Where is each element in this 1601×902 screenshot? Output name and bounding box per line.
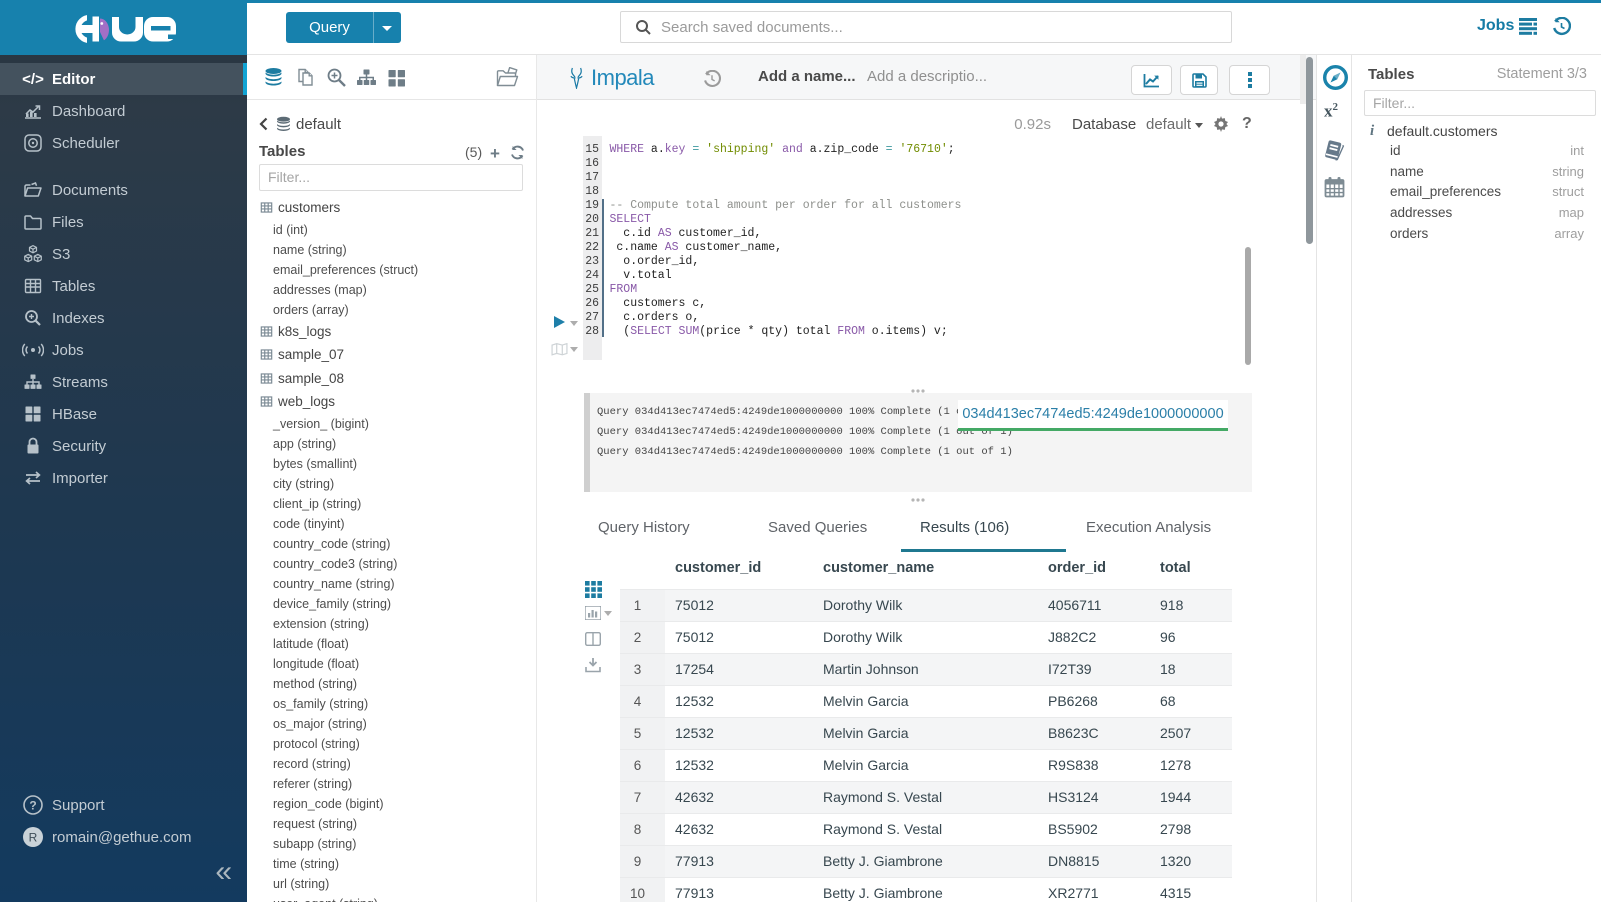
svg-text:R: R — [29, 831, 38, 845]
svg-text:?: ? — [29, 799, 36, 813]
